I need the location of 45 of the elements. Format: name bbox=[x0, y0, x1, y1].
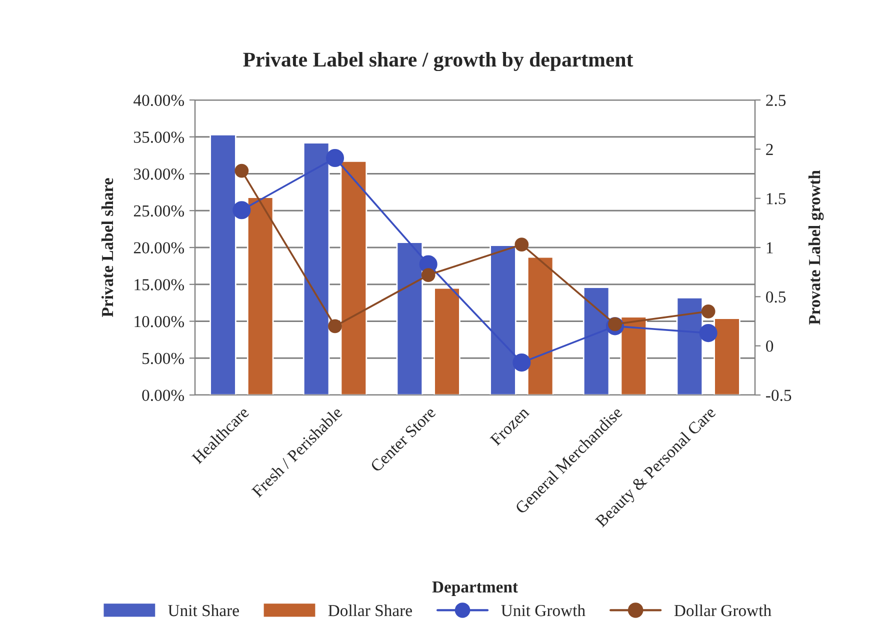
y-tick-label: 10.00% bbox=[134, 316, 184, 328]
chart-title: Private Label share / growth by department bbox=[243, 52, 634, 72]
y-tick-label: 35.00% bbox=[134, 132, 184, 143]
y-tick-label: 40.00% bbox=[134, 94, 184, 106]
point bbox=[421, 268, 436, 282]
legend-label: Unit Share bbox=[168, 604, 239, 616]
point bbox=[701, 304, 716, 318]
y-tick-label: 25.00% bbox=[134, 205, 184, 217]
bar bbox=[302, 142, 330, 395]
point bbox=[514, 238, 529, 252]
y2-tick-label: -0.5 bbox=[766, 390, 792, 402]
legend-label: Dollar Share bbox=[328, 604, 412, 616]
bar bbox=[210, 134, 236, 395]
bar bbox=[490, 244, 516, 395]
bar bbox=[582, 286, 610, 395]
point bbox=[699, 324, 718, 342]
y2-tick-label: 2 bbox=[766, 144, 773, 155]
point bbox=[512, 354, 531, 372]
y2-tick-label: 0 bbox=[766, 340, 774, 352]
bar bbox=[620, 316, 648, 395]
y-tick-label: 30.00% bbox=[134, 168, 184, 180]
y2-tick-label: 0.5 bbox=[766, 291, 786, 303]
y2-tick-label: 2.5 bbox=[766, 94, 786, 106]
y2-axis-title: Provate Label growth bbox=[808, 170, 824, 325]
bar bbox=[246, 196, 274, 395]
y2-tick-label: 1 bbox=[766, 242, 773, 254]
bar bbox=[340, 160, 368, 395]
point bbox=[326, 148, 344, 168]
point bbox=[232, 201, 251, 220]
y-axis-title: Private Label share bbox=[101, 178, 114, 317]
bar bbox=[396, 242, 424, 395]
y-tick-label: 0.00% bbox=[142, 390, 184, 402]
x-axis-title: Department bbox=[432, 582, 518, 596]
y2-tick-label: 1.5 bbox=[766, 193, 786, 204]
bar bbox=[434, 287, 460, 395]
y-tick-label: 5.00% bbox=[142, 352, 184, 364]
legend-label: Dollar Growth bbox=[674, 604, 772, 616]
bar bbox=[676, 296, 704, 395]
bar bbox=[526, 256, 554, 395]
y-tick-label: 20.00% bbox=[134, 242, 184, 254]
legend-label: Unit Growth bbox=[501, 604, 586, 616]
bar bbox=[714, 318, 740, 395]
point bbox=[234, 164, 249, 178]
point bbox=[328, 319, 342, 334]
y-tick-label: 15.00% bbox=[134, 279, 184, 290]
